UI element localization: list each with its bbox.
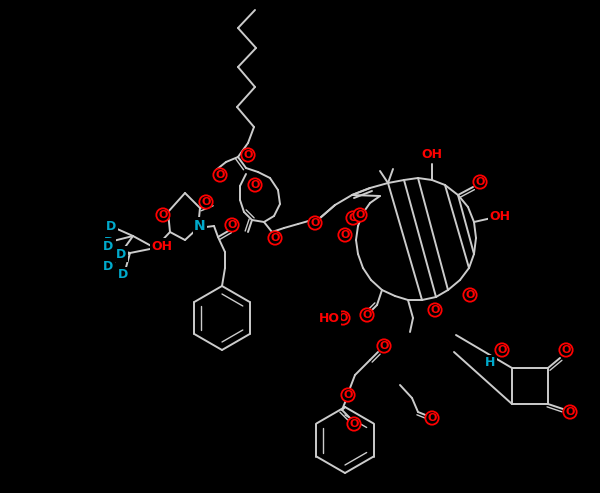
Text: D: D	[104, 237, 114, 249]
Text: O: O	[158, 210, 167, 220]
Text: O: O	[430, 305, 440, 315]
Text: D: D	[116, 247, 126, 260]
Text: O: O	[379, 341, 389, 351]
Text: O: O	[565, 407, 575, 417]
Text: O: O	[338, 313, 347, 323]
Text: O: O	[497, 345, 506, 355]
Text: O: O	[362, 310, 371, 320]
Text: O: O	[202, 197, 211, 207]
Text: D: D	[103, 240, 113, 252]
Text: O: O	[349, 419, 359, 429]
Text: O: O	[340, 230, 350, 240]
Text: D: D	[103, 259, 113, 273]
Text: O: O	[250, 180, 260, 190]
Text: HO: HO	[319, 312, 340, 324]
Text: O: O	[343, 390, 353, 400]
Text: O: O	[427, 413, 437, 423]
Text: D: D	[118, 269, 128, 282]
Text: O: O	[244, 150, 253, 160]
Text: O: O	[310, 218, 320, 228]
Text: OH: OH	[151, 240, 173, 252]
Text: H: H	[485, 356, 495, 369]
Text: O: O	[227, 220, 236, 230]
Text: O: O	[355, 210, 365, 220]
Text: N: N	[194, 219, 206, 233]
Text: O: O	[271, 233, 280, 243]
Text: D: D	[106, 219, 116, 233]
Text: O: O	[215, 170, 224, 180]
Text: OH: OH	[490, 211, 511, 223]
Text: O: O	[562, 345, 571, 355]
Text: O: O	[475, 177, 485, 187]
Text: OH: OH	[421, 147, 443, 161]
Text: O: O	[466, 290, 475, 300]
Text: O: O	[349, 213, 358, 223]
